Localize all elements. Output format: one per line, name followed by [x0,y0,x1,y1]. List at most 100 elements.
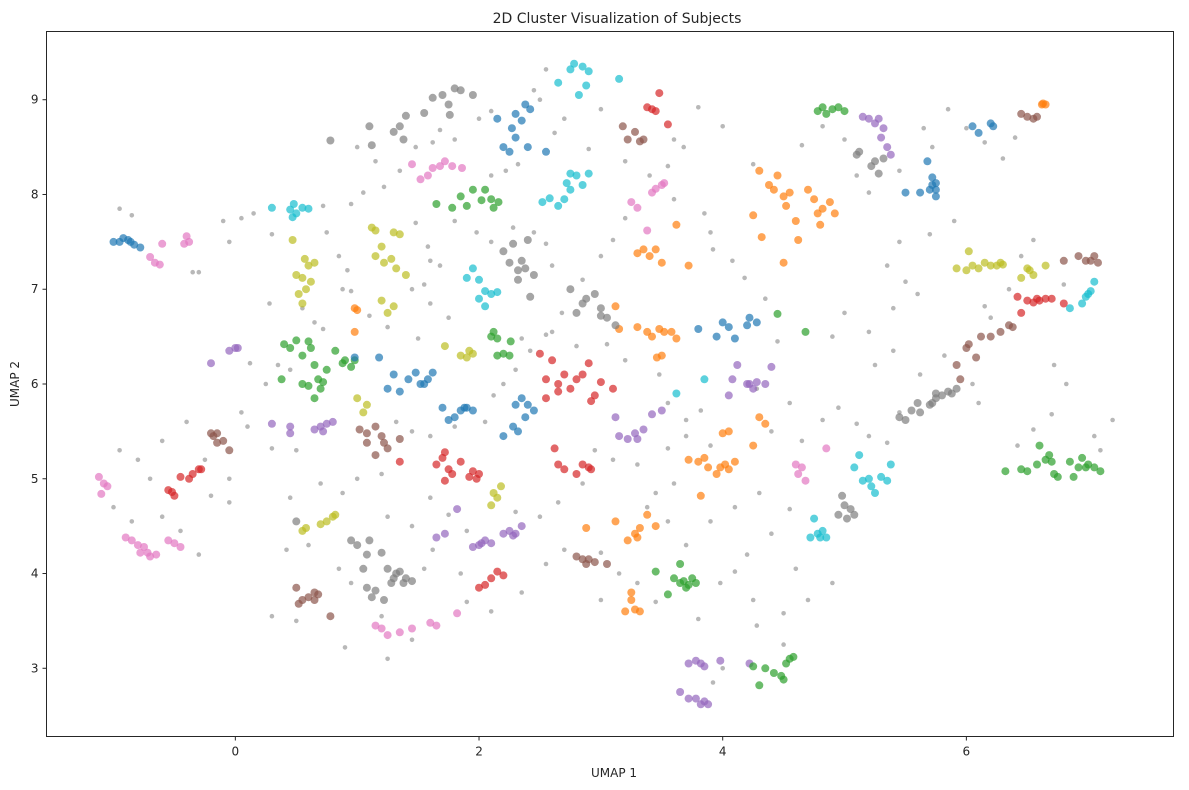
noise-point [159,438,165,444]
cluster-point [1039,99,1048,108]
noise-point [742,275,747,281]
cluster-point [362,438,371,447]
cluster-point [477,196,486,205]
cluster-point [615,74,624,83]
cluster-point [94,472,103,481]
cluster-point [109,237,118,246]
cluster-point [359,408,368,417]
cluster-point [684,694,693,703]
y-tick-label: 3 [31,661,39,675]
noise-point [635,580,640,586]
cluster-point [517,116,526,125]
cluster-point [383,384,392,393]
cluster-point [514,427,522,436]
cluster-point [1033,460,1041,469]
noise-point [586,146,591,152]
cluster-point [621,607,630,616]
noise-point [1110,417,1115,423]
cluster-point [304,593,313,602]
cluster-point [432,200,441,208]
noise-point [710,247,716,252]
cluster-point [481,580,490,589]
cluster-point [499,571,508,580]
cluster-point [791,460,800,469]
noise-point [464,528,470,534]
cluster-point [761,380,770,388]
cluster-point [657,406,666,415]
x-tick-label: 6 [963,745,971,759]
cluster-point [633,533,642,542]
cluster-point [582,294,591,303]
noise-point [428,258,433,264]
cluster-point [562,179,571,188]
noise-point [531,230,537,235]
cluster-point [468,467,477,476]
cluster-point [152,550,161,559]
cluster-point [448,470,457,478]
cluster-point [672,220,681,229]
cluster-point [277,375,286,384]
cluster-point [302,524,310,532]
cluster-point [822,533,831,542]
cluster-point [639,425,648,434]
cluster-point [1041,261,1050,270]
noise-point [1018,253,1024,259]
noise-point [324,230,330,235]
cluster-point [1047,294,1056,303]
noise-point [549,263,555,268]
cluster-point [810,514,819,523]
cluster-point [871,489,879,497]
cluster-point [1078,299,1087,308]
cluster-point [468,543,477,551]
cluster-point [294,290,303,298]
cluster-point [651,245,660,254]
cluster-point [1035,441,1044,450]
cluster-point [724,427,733,436]
cluster-point [572,470,581,478]
cluster-point [1023,296,1032,305]
noise-point [559,310,565,316]
noise-point [178,528,183,534]
cluster-point [499,529,508,538]
x-tick-label: 4 [719,745,727,759]
cluster-point [572,552,581,561]
cluster-point [408,160,416,169]
cluster-point [487,501,496,510]
cluster-point [489,203,498,212]
cluster-point [493,114,502,123]
cluster-point [769,669,778,677]
noise-point [446,315,451,321]
noise-point [227,500,232,505]
cluster-point [517,256,526,265]
noise-point [982,140,987,145]
cluster-point [475,294,483,303]
cluster-point [219,436,228,445]
cluster-point [779,258,788,267]
cluster-point [280,340,289,349]
cluster-point [416,175,425,184]
cluster-point [676,688,685,696]
cluster-point [1029,271,1038,279]
noise-point [769,429,774,434]
cluster-point [874,114,883,123]
cluster-point [611,413,620,422]
cluster-point [523,400,532,409]
noise-point [598,106,604,112]
noise-point [437,127,443,133]
cluster-point [168,488,176,496]
noise-point [409,637,415,643]
cluster-point [724,391,733,400]
cluster-point [1074,463,1083,472]
cluster-point [292,517,301,526]
noise-point [842,310,847,316]
cluster-point [694,325,703,333]
cluster-point [523,143,532,152]
noise-point [604,341,610,347]
cluster-point [389,228,398,237]
cluster-point [304,261,313,270]
noise-point [820,417,825,423]
cluster-point [611,517,620,526]
cluster-point [850,510,859,519]
noise-point [1051,362,1057,368]
cluster-point [989,122,998,131]
